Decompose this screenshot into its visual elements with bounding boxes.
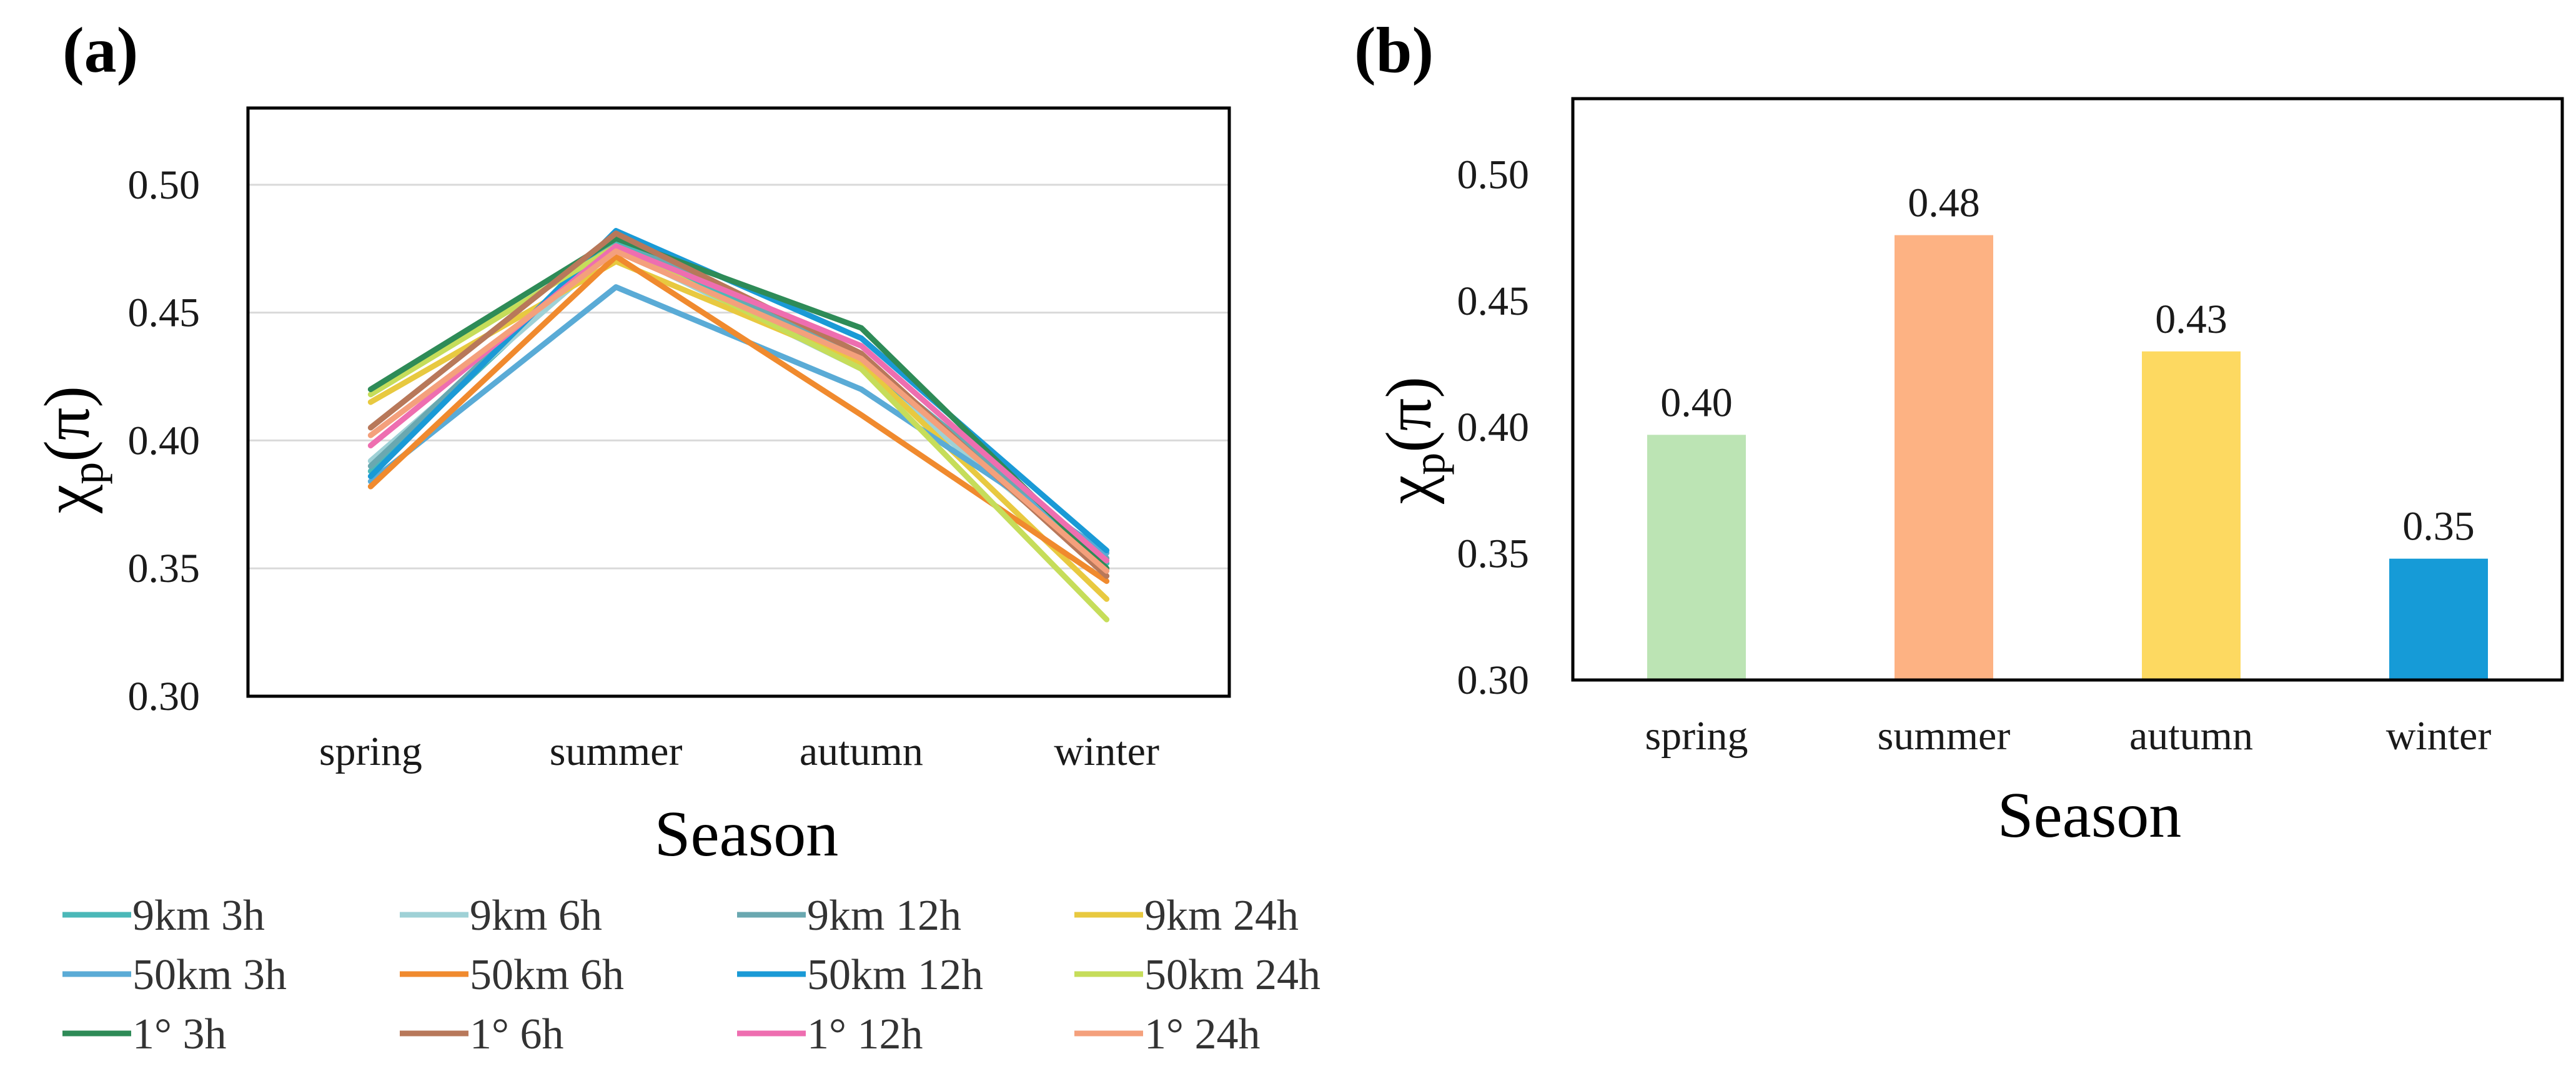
panel-a-label: (a) xyxy=(62,14,138,86)
bar-data-label: 0.35 xyxy=(2402,504,2475,549)
line-chart: 0.30 0.35 0.40 0.45 0.50 spring summer autumn w… xyxy=(31,106,1320,1058)
y-tick-label: 0.50 xyxy=(1457,152,1530,197)
y-tick-label: 0.35 xyxy=(128,546,201,591)
x-tick-label: summer xyxy=(550,729,683,774)
y-title-argument: (π) xyxy=(1373,377,1445,453)
x-tick-label: spring xyxy=(319,729,422,774)
y-tick-label: 0.35 xyxy=(1457,531,1530,577)
legend-label: 1° 3h xyxy=(132,1010,227,1058)
legend-label: 50km 24h xyxy=(1144,951,1320,999)
legend-item: 9km 24h xyxy=(1074,892,1299,940)
line-chart-x-axis-title: Season xyxy=(655,798,839,870)
series-line xyxy=(367,248,1110,574)
bar-chart: 0.30 0.35 0.40 0.45 0.50 0.40 0.48 0.43 0.35 sp… xyxy=(1373,97,2564,851)
bar-chart-bars xyxy=(1647,235,2488,680)
legend-label: 1° 12h xyxy=(807,1010,923,1058)
bar xyxy=(1647,435,1746,680)
x-tick-label: winter xyxy=(2386,713,2492,759)
legend-label: 50km 6h xyxy=(470,951,624,999)
legend-item: 1° 6h xyxy=(400,1010,564,1058)
legend-label: 50km 12h xyxy=(807,951,983,999)
legend-label: 1° 24h xyxy=(1144,1010,1261,1058)
y-title-subscript: p xyxy=(62,462,112,485)
bar-chart-data-labels: 0.40 0.48 0.43 0.35 xyxy=(1660,180,2475,549)
y-title-symbol: χ xyxy=(1373,475,1445,505)
x-tick-label: autumn xyxy=(800,729,923,774)
y-tick-label: 0.40 xyxy=(128,418,201,463)
y-tick-label: 0.30 xyxy=(1457,658,1530,703)
x-tick-label: spring xyxy=(1645,713,1748,759)
legend-item: 50km 6h xyxy=(400,951,624,999)
legend-item: 50km 3h xyxy=(62,951,287,999)
panel-b-label: (b) xyxy=(1354,14,1434,86)
line-chart-legend: 9km 3h 9km 6h 9km 12h 9km 24h 50km 3h 50km 6h… xyxy=(62,892,1320,1058)
series-line xyxy=(367,243,1110,564)
legend-label: 9km 24h xyxy=(1144,892,1299,940)
y-title-symbol: χ xyxy=(31,485,103,514)
bar xyxy=(2142,351,2241,680)
series-line xyxy=(367,238,1110,566)
legend-item: 9km 12h xyxy=(737,892,961,940)
line-chart-y-axis-title: χp(π) xyxy=(31,386,112,514)
y-title-argument: (π) xyxy=(31,386,103,462)
bar-chart-x-ticks: spring summer autumn winter xyxy=(1645,713,2492,759)
legend-label: 9km 3h xyxy=(132,892,265,940)
legend-item: 1° 24h xyxy=(1074,1010,1261,1058)
y-tick-label: 0.30 xyxy=(128,674,201,719)
y-tick-label: 0.40 xyxy=(1457,405,1530,450)
legend-item: 9km 6h xyxy=(400,892,602,940)
legend-item: 1° 3h xyxy=(62,1010,227,1058)
legend-label: 1° 6h xyxy=(470,1010,564,1058)
y-title-subscript: p xyxy=(1404,453,1454,475)
legend-item: 50km 24h xyxy=(1074,951,1320,999)
bar-chart-x-axis-title: Season xyxy=(1998,779,2182,851)
line-chart-y-ticks: 0.30 0.35 0.40 0.45 0.50 xyxy=(128,162,201,719)
x-tick-label: autumn xyxy=(2129,713,2253,759)
legend-label: 9km 12h xyxy=(807,892,961,940)
line-chart-x-ticks: spring summer autumn winter xyxy=(319,729,1159,774)
bar-chart-y-ticks: 0.30 0.35 0.40 0.45 0.50 xyxy=(1457,152,1530,703)
x-tick-label: winter xyxy=(1054,729,1159,774)
y-tick-label: 0.45 xyxy=(128,290,201,336)
y-tick-label: 0.45 xyxy=(1457,278,1530,324)
bar-chart-y-axis-title: χp(π) xyxy=(1373,377,1454,505)
legend-item: 9km 3h xyxy=(62,892,265,940)
bar-chart-frame xyxy=(1571,97,2564,682)
bar xyxy=(1895,235,1993,680)
x-tick-label: summer xyxy=(1878,713,2011,759)
line-chart-frame xyxy=(246,106,1231,698)
legend-label: 50km 3h xyxy=(132,951,287,999)
series-line xyxy=(367,235,1110,571)
bar-data-label: 0.40 xyxy=(1660,380,1733,425)
legend-label: 9km 6h xyxy=(470,892,602,940)
bar xyxy=(2389,558,2488,680)
legend-item: 50km 12h xyxy=(737,951,983,999)
y-tick-label: 0.50 xyxy=(128,162,201,208)
bar-data-label: 0.43 xyxy=(2155,297,2227,342)
legend-item: 1° 12h xyxy=(737,1010,923,1058)
bar-data-label: 0.48 xyxy=(1908,180,1980,226)
line-chart-series xyxy=(367,228,1110,623)
